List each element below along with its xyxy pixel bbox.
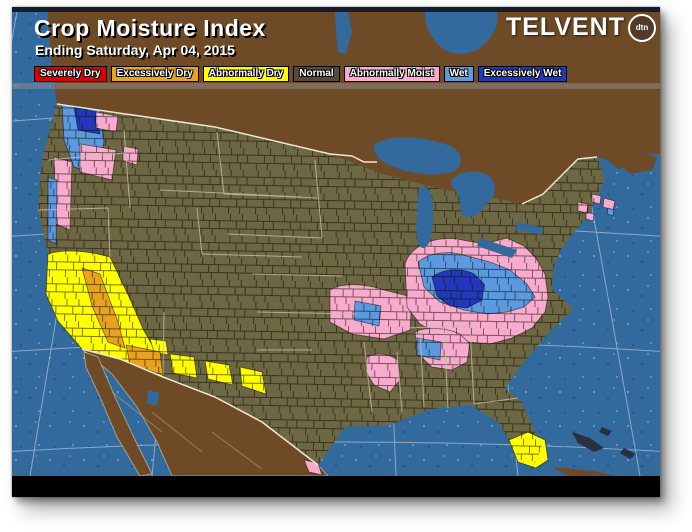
state-borders [37,129,519,413]
baja-peninsula [83,351,153,476]
map-bottom-bar [12,476,660,497]
international-borders [56,103,598,466]
legend-item-abnormally-moist: Abnormally Moist [343,66,440,82]
canada-landmass [48,12,660,204]
legend-item-abnormally-dry: Abnormally Dry [202,66,290,82]
legend-item-severely-dry: Severely Dry [34,66,107,82]
nova-scotia [618,154,657,174]
legend-item-excessively-wet: Excessively Wet [477,66,568,82]
page-title: Crop Moisture Index [34,15,266,41]
legend-item-normal: Normal [293,66,340,82]
map-top-strip [12,7,660,12]
mexico-state-lines [111,391,263,470]
brand-logo: TELVENT dtn [506,13,656,42]
dtn-badge-icon: dtn [628,13,656,42]
legend: Severely Dry Excessively Dry Abnormally … [34,66,568,82]
region-ne-wet [606,207,615,217]
page-subtitle: Ending Saturday, Apr 04, 2015 [35,42,235,58]
map-image: Crop Moisture Index Ending Saturday, Apr… [12,7,660,497]
legend-item-wet: Wet [443,66,474,82]
legend-item-excessively-dry: Excessively Dry [110,66,199,82]
great-lakes [147,137,544,406]
caribbean-islands [552,427,636,476]
hudson-bay [335,12,498,54]
us-weather-map [12,12,660,476]
brand-logo-text: TELVENT [505,13,625,41]
legend-divider-band [12,83,660,89]
